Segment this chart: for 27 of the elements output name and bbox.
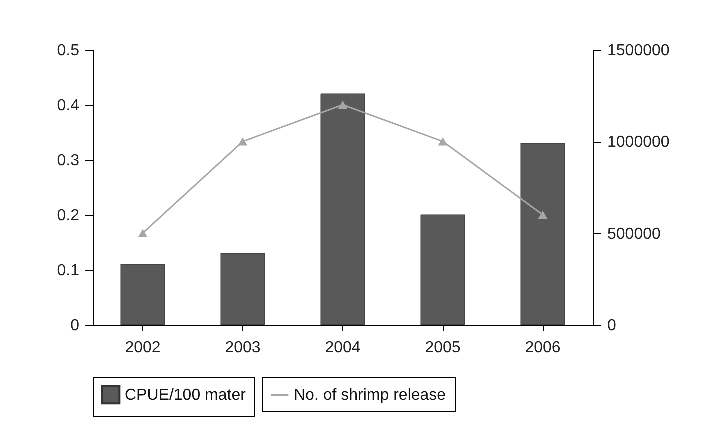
y-tick-label: 0.5 bbox=[57, 42, 80, 60]
y2-tick-label: 1500000 bbox=[608, 42, 670, 60]
x-tick-label: 2003 bbox=[225, 340, 261, 356]
y2-tick-label: 0 bbox=[608, 318, 616, 334]
y-tick-label: 0.1 bbox=[57, 262, 80, 280]
bar bbox=[520, 143, 566, 326]
x-tick-label: 2005 bbox=[425, 340, 461, 356]
legend-label: No. of shrimp release bbox=[294, 387, 446, 404]
x-tick-label: 2002 bbox=[125, 340, 161, 356]
point bbox=[138, 229, 148, 238]
y-tick-label: 0 bbox=[70, 318, 80, 334]
bar bbox=[420, 214, 466, 326]
bar bbox=[120, 264, 166, 326]
bar bbox=[320, 94, 366, 326]
y-tick-label: 0.2 bbox=[57, 208, 80, 224]
bar bbox=[220, 253, 266, 326]
y-tick-label: 0.4 bbox=[57, 98, 80, 114]
point bbox=[538, 210, 548, 220]
x-tick-label: 2006 bbox=[525, 340, 561, 356]
x-tick-label: 2004 bbox=[325, 340, 361, 356]
y2-tick-label: 500000 bbox=[608, 226, 661, 243]
y-tick-label: 0.3 bbox=[57, 152, 80, 170]
point bbox=[438, 138, 448, 146]
legend-label: CPUE/100 mater bbox=[125, 387, 247, 404]
point bbox=[238, 138, 248, 146]
y2-tick-label: 1000000 bbox=[608, 134, 670, 152]
point bbox=[338, 100, 348, 110]
